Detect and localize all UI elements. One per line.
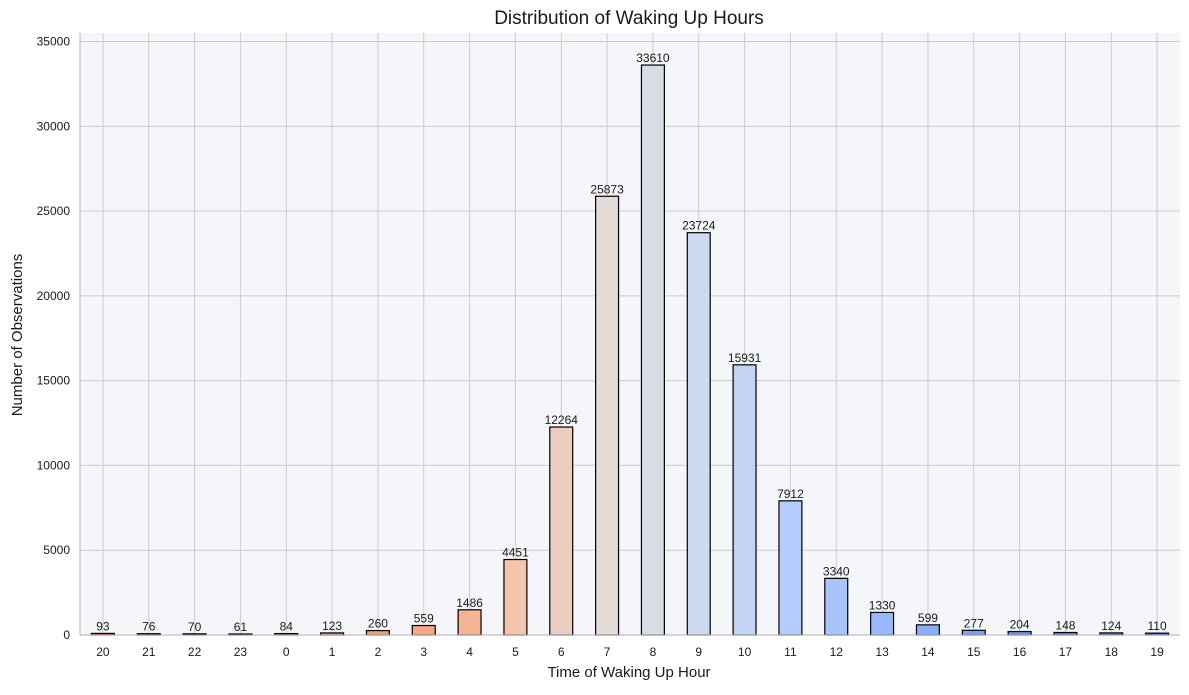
x-axis-label: Time of Waking Up Hour bbox=[547, 664, 710, 681]
y-tick-label: 25000 bbox=[37, 204, 71, 218]
x-tick-label: 23 bbox=[234, 645, 248, 659]
bar-hour-8 bbox=[640, 64, 665, 636]
bar-value-label: 84 bbox=[280, 620, 294, 634]
x-tick-label: 5 bbox=[512, 645, 519, 659]
bar-hour-6 bbox=[549, 426, 574, 636]
bar-value-label: 23724 bbox=[682, 219, 716, 233]
y-tick-label: 10000 bbox=[37, 458, 71, 472]
bar-value-label: 260 bbox=[368, 617, 388, 631]
bar-value-label: 123 bbox=[322, 619, 342, 633]
plot-area bbox=[80, 33, 1180, 635]
x-tick-label: 10 bbox=[738, 645, 752, 659]
bar-hour-10 bbox=[732, 364, 757, 636]
x-tick-label: 12 bbox=[830, 645, 844, 659]
x-tick-label: 18 bbox=[1105, 645, 1119, 659]
x-tick-label: 16 bbox=[1013, 645, 1027, 659]
bar-value-label: 61 bbox=[234, 620, 248, 634]
x-tick-label: 4 bbox=[466, 645, 473, 659]
data-labels: 93 76 70 61 84 123 260 559 1486 4451 12264 25873 336… bbox=[96, 51, 1167, 634]
x-tick-label: 1 bbox=[329, 645, 336, 659]
x-tick-label: 20 bbox=[96, 645, 110, 659]
x-tick-label: 22 bbox=[188, 645, 202, 659]
y-axis-label: Number of Observations bbox=[9, 254, 26, 417]
x-tick-label: 0 bbox=[283, 645, 290, 659]
x-tick-label: 9 bbox=[695, 645, 702, 659]
bar-value-label: 124 bbox=[1101, 619, 1121, 633]
bar-value-label: 93 bbox=[96, 619, 110, 633]
x-tick-label: 19 bbox=[1150, 645, 1164, 659]
bar-value-label: 76 bbox=[142, 620, 156, 634]
bar-hour-14 bbox=[915, 624, 940, 636]
bar-hour-11 bbox=[778, 500, 803, 636]
x-tick-label: 6 bbox=[558, 645, 565, 659]
bar-value-label: 148 bbox=[1055, 618, 1075, 632]
y-tick-label: 20000 bbox=[37, 289, 71, 303]
bar-hour-7 bbox=[595, 195, 620, 636]
x-tick-label: 8 bbox=[650, 645, 657, 659]
x-tick-label: 11 bbox=[784, 645, 797, 659]
x-tick-label: 15 bbox=[967, 645, 981, 659]
bar-value-label: 1486 bbox=[456, 596, 483, 610]
bar-value-label: 15931 bbox=[728, 351, 762, 365]
bar-hour-2 bbox=[365, 629, 390, 636]
x-tick-label: 14 bbox=[921, 645, 935, 659]
y-tick-label: 35000 bbox=[37, 34, 71, 48]
bar-value-label: 12264 bbox=[545, 413, 579, 427]
bar-hour-13 bbox=[870, 611, 895, 636]
bar-value-label: 599 bbox=[918, 611, 938, 625]
y-tick-label: 15000 bbox=[37, 374, 71, 388]
x-tick-label: 21 bbox=[142, 645, 156, 659]
bar-value-label: 33610 bbox=[636, 51, 670, 65]
bar-hour-5 bbox=[503, 558, 528, 636]
bar-hour-15 bbox=[961, 629, 986, 636]
bar-value-label: 25873 bbox=[590, 182, 624, 196]
chart-title: Distribution of Waking Up Hours bbox=[494, 8, 764, 29]
x-tick-label: 7 bbox=[604, 645, 611, 659]
bar-hour-3 bbox=[411, 624, 436, 636]
bar-hour-9 bbox=[686, 232, 711, 636]
bar-value-label: 1330 bbox=[869, 598, 896, 612]
bar-hour-16 bbox=[1007, 630, 1032, 636]
y-tick-label: 30000 bbox=[37, 119, 71, 133]
bar-value-label: 70 bbox=[188, 620, 202, 634]
bar-hour-12 bbox=[824, 577, 849, 636]
y-tick-label: 5000 bbox=[43, 543, 70, 557]
bar-value-label: 7912 bbox=[777, 487, 804, 501]
bar-hour-4 bbox=[457, 609, 482, 636]
x-tick-label: 2 bbox=[375, 645, 382, 659]
y-tick-label: 0 bbox=[63, 628, 70, 642]
bar-value-label: 3340 bbox=[823, 564, 850, 578]
bar-value-label: 559 bbox=[414, 612, 434, 626]
bar-value-label: 204 bbox=[1010, 618, 1030, 632]
x-tick-label: 17 bbox=[1059, 645, 1073, 659]
bar-value-label: 110 bbox=[1148, 619, 1167, 633]
x-tick-label: 13 bbox=[875, 645, 889, 659]
bar-value-label: 4451 bbox=[502, 546, 529, 560]
x-tick-label: 3 bbox=[420, 645, 427, 659]
bar-value-label: 277 bbox=[964, 616, 984, 630]
